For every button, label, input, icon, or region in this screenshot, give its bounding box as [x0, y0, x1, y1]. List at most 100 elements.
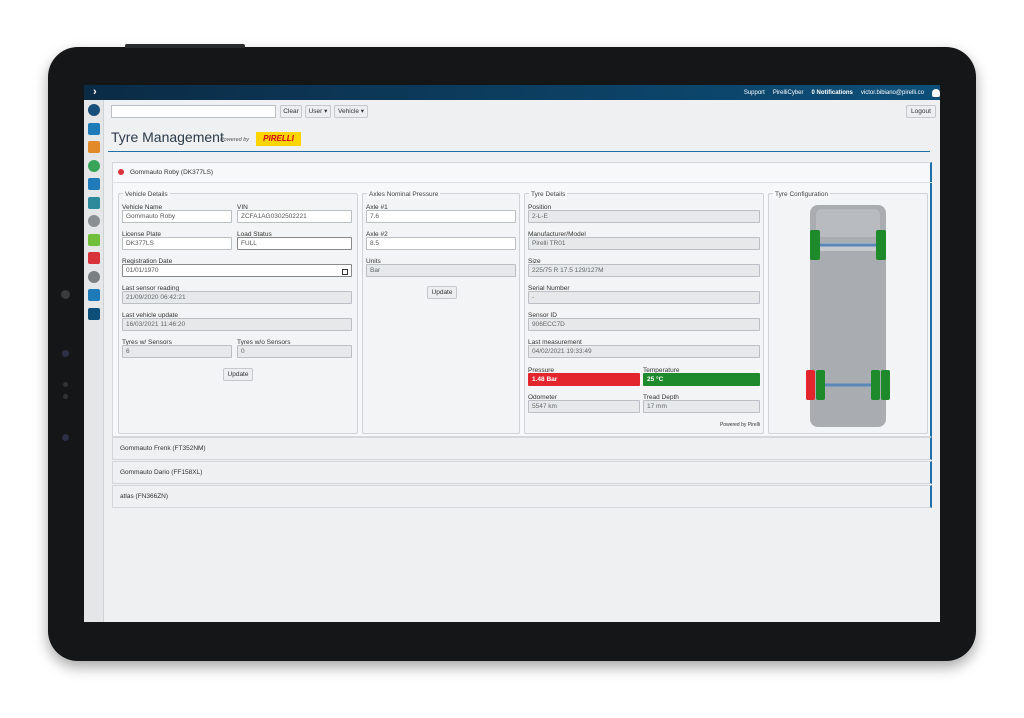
tyre[interactable]	[871, 370, 880, 400]
field-label: Size	[528, 258, 541, 265]
field-input[interactable]: 8.5	[366, 237, 516, 250]
field-input[interactable]: 0	[237, 345, 352, 358]
field-input[interactable]: FULL	[237, 237, 352, 250]
vehicle-row-label: atlas (FN366ZN)	[120, 493, 169, 500]
field-input[interactable]: 225/75 R 17.5 129/127M	[528, 264, 760, 277]
field-label: Position	[528, 204, 552, 211]
field-label: Last sensor reading	[122, 285, 180, 292]
field-input[interactable]: 906ECC7D	[528, 318, 760, 331]
field-input[interactable]: 5547 km	[528, 400, 640, 413]
accordion-rule	[112, 182, 932, 183]
field-input[interactable]: DK377LS	[122, 237, 232, 250]
sensor	[62, 350, 69, 357]
field-label: Load Status	[237, 231, 272, 238]
top-links: Support PirelliCyber 0 Notifications victor…	[744, 85, 940, 100]
field-input[interactable]: 17 mm	[643, 400, 760, 413]
tyre[interactable]	[810, 230, 820, 260]
field-input[interactable]: 21/09/2020 06:42:21	[122, 291, 352, 304]
search-input[interactable]	[111, 105, 276, 118]
field-label: Registration Date	[122, 258, 173, 265]
toolbar-button[interactable]: User ▾	[305, 105, 331, 118]
field-label: VIN	[237, 204, 248, 211]
user-icon	[932, 88, 940, 97]
vehicle-header[interactable]: Gommauto Roby (DK377LS)	[130, 169, 214, 176]
field-input[interactable]: 2-L-E	[528, 210, 760, 223]
vehicle-row[interactable]	[112, 461, 932, 484]
nav-icon[interactable]	[88, 141, 100, 153]
field-label: Sensor ID	[528, 312, 557, 319]
field-input[interactable]: 04/02/2021 19:33:49	[528, 345, 760, 358]
title-rule	[108, 151, 930, 152]
field-label: Pressure	[528, 367, 555, 374]
panel-title: Axles Nominal Pressure	[367, 191, 441, 199]
field-input[interactable]: 1.48 Bar	[528, 373, 640, 386]
panel	[118, 193, 358, 434]
nav-icon[interactable]	[88, 252, 100, 264]
toolbar-button[interactable]: Clear	[280, 105, 302, 118]
tyre[interactable]	[876, 230, 886, 260]
top-link[interactable]: PirelliCyber	[772, 89, 804, 96]
tablet-edge	[125, 44, 245, 48]
truck-diagram	[806, 205, 890, 427]
tyre[interactable]	[816, 370, 825, 400]
powered-footer: Powered by Pirelli	[719, 422, 760, 428]
camera	[61, 290, 70, 299]
brand-logo: PIRELLI	[256, 132, 301, 146]
vehicle-row[interactable]	[112, 485, 932, 508]
sidebar-icons	[86, 104, 102, 326]
toolbar-button[interactable]: Vehicle ▾	[334, 105, 368, 118]
field-label: Temperature	[643, 367, 680, 374]
tyre[interactable]	[806, 370, 815, 400]
top-link[interactable]: victor.bibiano@pirelli.co	[860, 89, 924, 96]
vehicle-row-label: Gommauto Frenk (FT352NM)	[120, 445, 206, 452]
field-label: Last measurement	[528, 339, 582, 346]
field-label: Axle #1	[366, 204, 388, 211]
truck-detail	[818, 243, 878, 251]
field-label: Vehicle Name	[122, 204, 163, 211]
top-bar	[84, 85, 940, 100]
field-label: Manufacturer/Model	[528, 231, 586, 238]
nav-icon[interactable]	[88, 233, 100, 246]
field-input[interactable]: 7.6	[366, 210, 516, 223]
field-input[interactable]: Pirelli TR01	[528, 237, 760, 250]
sensor	[63, 394, 68, 399]
alert-icon	[118, 169, 124, 175]
top-link[interactable]: 0 Notifications	[811, 89, 853, 96]
field-input[interactable]: 16/03/2021 11:46:20	[122, 318, 352, 331]
logout-button[interactable]: Logout	[906, 105, 936, 118]
menu-toggle[interactable]: ›	[93, 86, 97, 98]
field-input[interactable]: Bar	[366, 264, 516, 277]
update-button[interactable]: Update	[427, 286, 457, 299]
nav-icon[interactable]	[88, 270, 100, 283]
nav-icon[interactable]	[88, 122, 100, 135]
field-input[interactable]: -	[528, 291, 760, 304]
nav-icon[interactable]	[88, 307, 100, 320]
nav-icon[interactable]	[88, 104, 100, 116]
tyre[interactable]	[881, 370, 890, 400]
powered-by: Powered by	[220, 137, 250, 143]
panel	[362, 193, 520, 434]
nav-icon[interactable]	[88, 289, 100, 301]
field-label: Odometer	[528, 394, 557, 401]
field-input[interactable]: 25 °C	[643, 373, 760, 386]
nav-icon[interactable]	[88, 196, 100, 209]
panel-title: Tyre Configuration	[773, 191, 831, 199]
sidebar	[84, 100, 104, 622]
field-label: Units	[366, 258, 381, 265]
field-input[interactable]: 01/01/1970	[122, 264, 352, 277]
vehicle-row[interactable]	[112, 437, 932, 460]
nav-icon[interactable]	[88, 178, 100, 190]
field-label: Tyres w/ Sensors	[122, 339, 172, 346]
sensor	[63, 382, 68, 387]
field-input[interactable]: ZCFA1AG0302502221	[237, 210, 352, 223]
top-link[interactable]: Support	[743, 89, 765, 96]
update-button[interactable]: Update	[223, 368, 253, 381]
field-input[interactable]: Gommauto Roby	[122, 210, 232, 223]
nav-icon[interactable]	[88, 159, 100, 172]
field-label: Last vehicle update	[122, 312, 179, 319]
sensor	[62, 434, 69, 441]
field-input[interactable]: 6	[122, 345, 232, 358]
vehicle-row-label: Gommauto Dario (FF158XL)	[120, 469, 203, 476]
nav-icon[interactable]	[88, 215, 100, 227]
truck-body	[810, 205, 886, 427]
